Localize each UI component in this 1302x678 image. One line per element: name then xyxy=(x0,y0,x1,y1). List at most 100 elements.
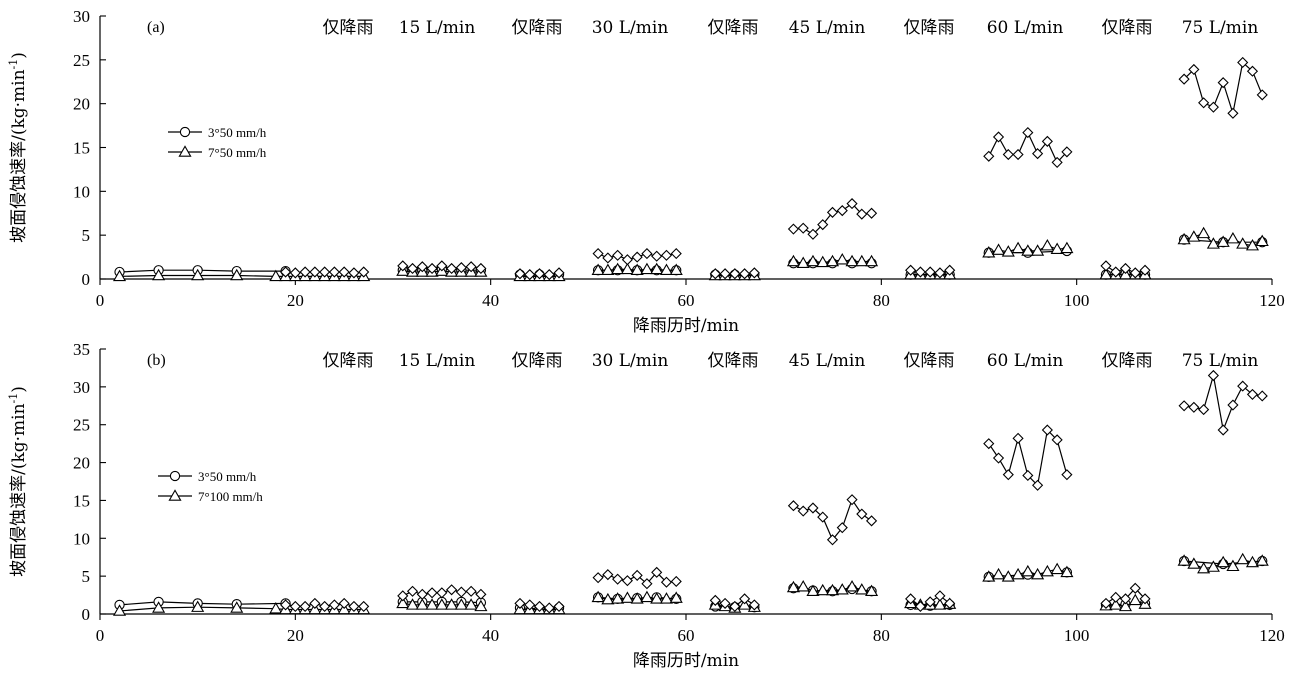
panel-label: (a) xyxy=(147,19,165,36)
data-point-diamond xyxy=(631,251,643,263)
data-point-triangle xyxy=(982,570,996,582)
data-point-diamond xyxy=(1188,401,1200,413)
data-point-diamond xyxy=(826,534,839,546)
legend-marker xyxy=(178,145,192,157)
data-point-diamond xyxy=(1178,400,1190,412)
data-point-diamond xyxy=(514,597,526,609)
y-tick-label: 0 xyxy=(82,605,91,624)
series-diamond xyxy=(279,56,1268,281)
data-point-diamond xyxy=(436,587,448,599)
y-axis-title-superscript: -1 xyxy=(7,393,20,404)
data-point-triangle xyxy=(630,592,644,604)
data-point-diamond xyxy=(807,228,819,240)
data-point-diamond xyxy=(289,267,301,279)
data-point-triangle xyxy=(1031,244,1045,256)
data-point-triangle xyxy=(806,584,820,597)
data-point-diamond xyxy=(426,587,438,599)
data-point-diamond xyxy=(748,267,760,279)
data-point-triangle xyxy=(445,598,459,610)
data-point-triangle xyxy=(191,600,205,612)
data-point-triangle xyxy=(1021,564,1035,577)
data-point-diamond xyxy=(309,266,321,278)
data-point-diamond xyxy=(358,600,370,613)
data-point-triangle xyxy=(816,583,830,596)
data-point-triangle xyxy=(269,601,283,614)
data-point-triangle xyxy=(611,262,625,275)
data-point-diamond xyxy=(729,268,741,280)
phase-label: 60 L/min xyxy=(987,351,1064,371)
data-point-diamond xyxy=(1198,97,1210,109)
y-tick-label: 15 xyxy=(73,491,90,510)
phase-label: 仅降雨 xyxy=(1102,351,1153,371)
data-point-diamond xyxy=(602,569,614,581)
data-point-triangle xyxy=(825,583,840,596)
data-point-diamond xyxy=(914,600,926,613)
phase-label: 15 L/min xyxy=(399,351,476,371)
data-point-diamond xyxy=(299,266,311,278)
data-point-diamond xyxy=(543,269,555,281)
data-point-diamond xyxy=(406,585,419,597)
data-point-triangle xyxy=(1245,555,1260,568)
data-point-diamond xyxy=(1012,148,1024,161)
data-point-diamond xyxy=(289,600,301,613)
series-line-diamond xyxy=(793,498,872,541)
data-point-triangle xyxy=(415,598,429,610)
data-point-diamond xyxy=(719,597,731,609)
data-point-diamond xyxy=(1119,262,1132,275)
data-point-triangle xyxy=(1255,554,1269,566)
data-point-triangle xyxy=(591,590,605,603)
data-point-triangle xyxy=(640,590,654,603)
data-point-diamond xyxy=(660,249,673,261)
data-point-diamond xyxy=(1012,432,1024,444)
data-point-diamond xyxy=(983,150,995,162)
data-point-triangle xyxy=(1011,241,1025,254)
data-point-triangle xyxy=(991,243,1006,255)
data-point-triangle xyxy=(796,580,810,592)
data-point-diamond xyxy=(1032,148,1044,160)
y-tick-label: 25 xyxy=(73,51,90,70)
y-tick-label: 0 xyxy=(82,270,91,289)
legend: 3°50 mm/h 7°50 mm/h xyxy=(168,125,267,160)
data-point-diamond xyxy=(787,500,800,512)
data-point-triangle xyxy=(191,268,205,281)
data-point-triangle xyxy=(786,580,800,593)
data-point-diamond xyxy=(836,522,848,534)
data-point-diamond xyxy=(279,266,292,278)
data-point-diamond xyxy=(1227,107,1239,119)
data-point-triangle xyxy=(1206,560,1220,572)
data-point-diamond xyxy=(533,600,546,613)
data-point-diamond xyxy=(651,250,663,262)
data-point-triangle xyxy=(825,254,840,267)
data-point-diamond xyxy=(1198,403,1210,416)
data-point-triangle xyxy=(630,263,644,275)
data-point-diamond xyxy=(524,269,536,281)
data-point-diamond xyxy=(543,602,555,614)
data-point-triangle xyxy=(816,255,830,268)
data-point-diamond xyxy=(670,575,682,588)
data-point-diamond xyxy=(944,597,956,609)
data-point-triangle xyxy=(669,263,683,275)
data-point-triangle xyxy=(1060,241,1074,254)
data-point-triangle xyxy=(1118,599,1133,612)
data-point-diamond xyxy=(279,599,292,611)
data-point-diamond xyxy=(924,596,936,608)
data-point-diamond xyxy=(992,131,1005,143)
x-tick-label: 80 xyxy=(873,291,890,310)
y-tick-label: 30 xyxy=(73,7,90,26)
data-point-triangle xyxy=(152,268,166,281)
data-point-diamond xyxy=(865,207,878,219)
chart-panel-b: 0 5 10 15 20 25 30 35 0 20 40 60 80 100 120 降雨历时/min 坡面侵… xyxy=(7,340,1285,671)
phase-label: 仅降雨 xyxy=(512,18,563,38)
data-point-triangle xyxy=(1011,567,1025,580)
data-point-triangle xyxy=(464,598,478,610)
x-tick-label: 0 xyxy=(96,291,105,310)
legend-label: 3°50 mm/h xyxy=(198,469,257,484)
phase-label: 仅降雨 xyxy=(323,351,374,371)
y-tick-label: 30 xyxy=(73,378,90,397)
data-point-diamond xyxy=(328,599,340,611)
data-point-diamond xyxy=(416,588,428,600)
data-point-diamond xyxy=(592,572,604,584)
data-point-triangle xyxy=(865,584,879,597)
data-point-triangle xyxy=(1187,230,1201,242)
data-point-triangle xyxy=(1226,231,1240,244)
